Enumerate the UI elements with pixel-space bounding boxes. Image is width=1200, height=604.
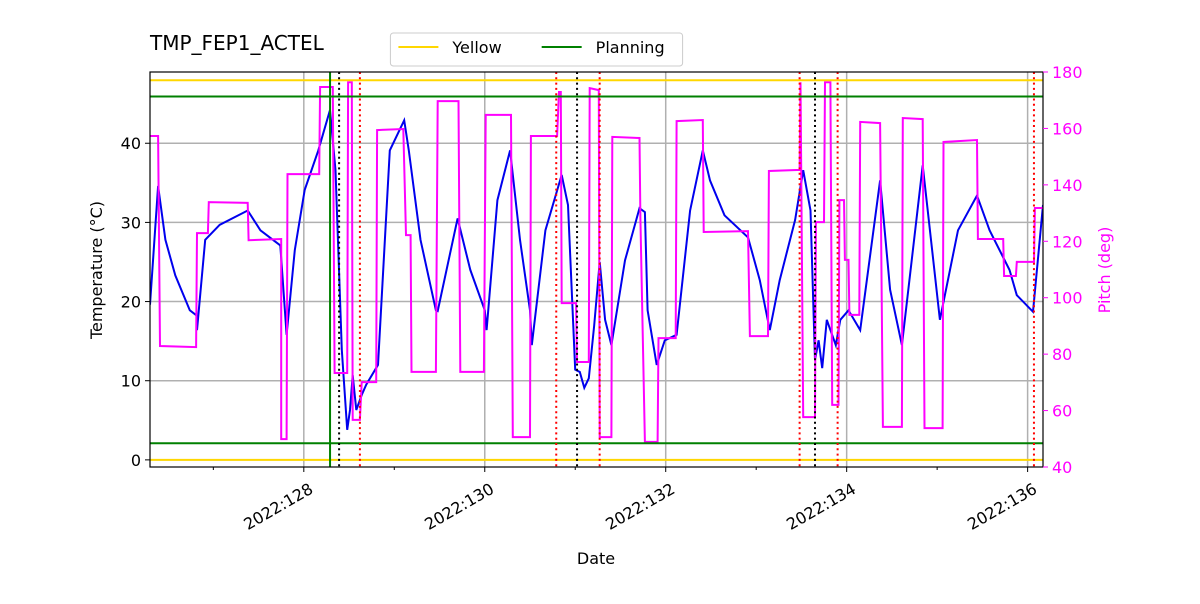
y2-tick-label: 80 — [1052, 345, 1072, 364]
data-line — [150, 109, 1043, 430]
y-tick-label: 20 — [121, 293, 141, 312]
y2-tick-label: 180 — [1052, 63, 1083, 82]
y-tick-label: 40 — [121, 134, 141, 153]
y2-tick-label: 40 — [1052, 458, 1072, 477]
y2-tick-label: 120 — [1052, 232, 1083, 251]
y2-tick-label: 140 — [1052, 176, 1083, 195]
y-axis-label: Temperature (°C) — [87, 201, 106, 340]
y-tick-label: 10 — [121, 372, 141, 391]
legend-label: Yellow — [451, 38, 501, 57]
chart-title: TMP_FEP1_ACTEL — [149, 31, 325, 55]
y-tick-label: 0 — [131, 451, 141, 470]
legend-label: Planning — [596, 38, 665, 57]
y2-tick-label: 60 — [1052, 402, 1072, 421]
y2-tick-label: 100 — [1052, 289, 1083, 308]
plot-area — [150, 72, 1043, 467]
y2-tick-label: 160 — [1052, 119, 1083, 138]
y-tick-label: 30 — [121, 213, 141, 232]
legend-box — [389, 32, 684, 67]
y2-axis-label: Pitch (deg) — [1095, 227, 1114, 314]
data-line — [150, 81, 1043, 443]
legend: Yellow Planning — [389, 32, 684, 67]
plot-frame — [149, 71, 1044, 468]
x-axis-label: Date — [577, 549, 615, 568]
